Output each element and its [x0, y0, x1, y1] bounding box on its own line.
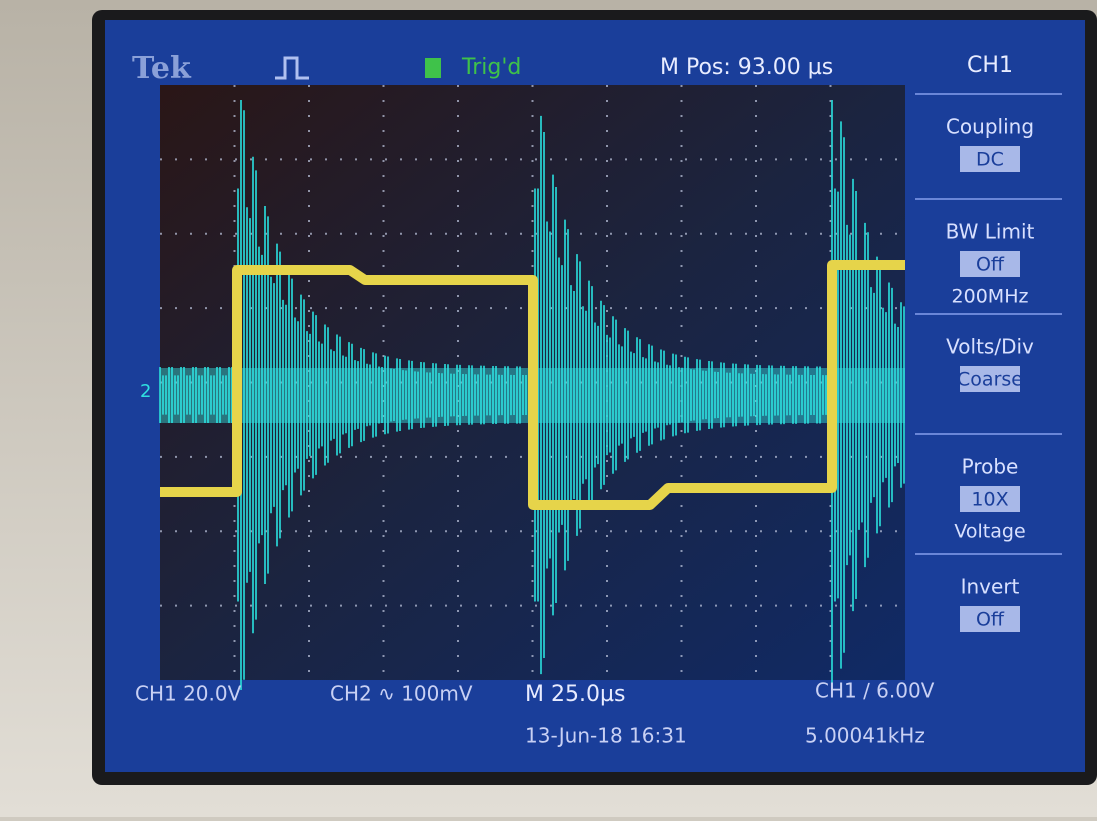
frequency: 5.00041kHz: [805, 724, 925, 748]
menu-value: 10X: [971, 489, 1008, 511]
menu-sub: 200MHz: [952, 286, 1029, 308]
menu-value: DC: [976, 149, 1004, 171]
timebase: M 25.0µs: [525, 682, 625, 707]
menu-value: Coarse: [957, 369, 1023, 391]
menu-label: Invert: [961, 575, 1020, 599]
ch2-marker: 2: [140, 381, 151, 402]
position: M Pos: 93.00 µs: [660, 55, 833, 80]
page: Tek Trig'd M Pos: 93.00 µs 2 CH1 Coupling…: [0, 0, 1097, 817]
trigger-indicator: [425, 58, 441, 78]
menu-label: Volts/Div: [946, 335, 1034, 359]
menu-value: Off: [976, 254, 1005, 276]
brand: Tek: [132, 51, 192, 86]
menu-title: CH1: [967, 53, 1013, 78]
menu-label: BW Limit: [946, 220, 1035, 244]
trigger-status: Trig'd: [461, 55, 521, 80]
trigger-level: CH1 ∕ 6.00V: [815, 679, 935, 703]
menu-label: Probe: [962, 455, 1019, 479]
scope-photo: Tek Trig'd M Pos: 93.00 µs 2 CH1 Coupling…: [0, 0, 1097, 817]
ch2-scale: CH2 ∿ 100mV: [330, 682, 473, 706]
menu-label: Coupling: [946, 115, 1034, 139]
menu-sub: Voltage: [954, 521, 1025, 543]
ch1-scale: CH1 20.0V: [135, 682, 242, 706]
menu-value: Off: [976, 609, 1005, 631]
date-time: 13-Jun-18 16:31: [525, 724, 687, 748]
